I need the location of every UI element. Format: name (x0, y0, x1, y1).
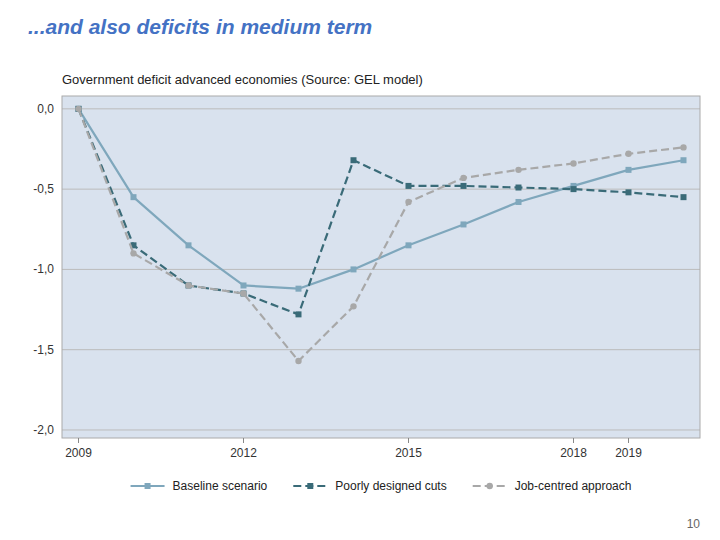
point (515, 167, 521, 173)
title: ...and also deficits in medium term (28, 15, 372, 38)
series (76, 106, 687, 318)
legend-item: Baseline scenario (131, 479, 268, 493)
legend-label: Job-centred approach (515, 479, 632, 493)
point (186, 282, 192, 288)
y-tick-label: -0,5 (33, 182, 54, 196)
point (406, 183, 412, 189)
point (131, 194, 137, 200)
point (405, 199, 411, 205)
subtitle: Government deficit advanced economies (S… (62, 72, 423, 87)
x-tick-label: 2015 (395, 446, 422, 460)
point (571, 186, 577, 192)
point (461, 221, 467, 227)
point (241, 290, 247, 296)
point (351, 157, 357, 163)
point (626, 167, 632, 173)
grid-line (62, 189, 700, 190)
y-tick-label: -1,5 (33, 343, 54, 357)
series (75, 106, 686, 364)
legend-item: Poorly designed cuts (293, 479, 446, 493)
x-tick-label: 2019 (615, 446, 642, 460)
point (681, 194, 687, 200)
x-tick (243, 438, 244, 443)
x-tick-label: 2018 (560, 446, 587, 460)
legend-marker (145, 483, 151, 489)
point (186, 242, 192, 248)
x-tick (78, 438, 79, 443)
point (570, 160, 576, 166)
y-axis: 0,0 -0,5 -1,0 -1,5 -2,0 (33, 102, 700, 437)
point (296, 311, 302, 317)
line (79, 109, 684, 315)
grid-line (62, 349, 700, 350)
plot-background (62, 96, 700, 438)
point (351, 266, 357, 272)
legend-label: Poorly designed cuts (335, 479, 446, 493)
point (185, 282, 191, 288)
point (516, 185, 522, 191)
point (76, 106, 82, 112)
grid-line (62, 108, 700, 109)
point (625, 151, 631, 157)
x-tick (573, 438, 574, 443)
x-axis: 2009 2012 2015 2018 2019 (65, 438, 642, 460)
y-tick-label: -1,0 (33, 262, 54, 276)
line (79, 109, 684, 361)
point (240, 290, 246, 296)
point (406, 242, 412, 248)
line (79, 109, 684, 289)
plot-data (75, 106, 686, 364)
grid-line (62, 269, 700, 270)
series (76, 106, 687, 292)
legend-label: Baseline scenario (173, 479, 268, 493)
point (461, 183, 467, 189)
grid-line (62, 429, 700, 430)
x-tick-label: 2012 (230, 446, 257, 460)
chart: ...and also deficits in medium term Gover… (0, 0, 720, 540)
point (130, 250, 136, 256)
point (516, 199, 522, 205)
point (350, 303, 356, 309)
legend-item: Job-centred approach (473, 479, 632, 493)
x-tick (408, 438, 409, 443)
legend: Baseline scenario Poorly designed cuts Job… (131, 479, 632, 493)
x-tick-label: 2009 (65, 446, 92, 460)
x-tick (628, 438, 629, 443)
point (241, 282, 247, 288)
point (460, 175, 466, 181)
y-tick-label: 0,0 (37, 102, 54, 116)
point (680, 144, 686, 150)
point (626, 189, 632, 195)
legend-marker (486, 483, 492, 489)
point (75, 106, 81, 112)
legend-marker (307, 483, 313, 489)
point (76, 106, 82, 112)
point (681, 157, 687, 163)
point (296, 286, 302, 292)
plot-frame (62, 96, 700, 438)
point (295, 358, 301, 364)
footer-number: 10 (687, 517, 701, 531)
y-tick-label: -2,0 (33, 423, 54, 437)
